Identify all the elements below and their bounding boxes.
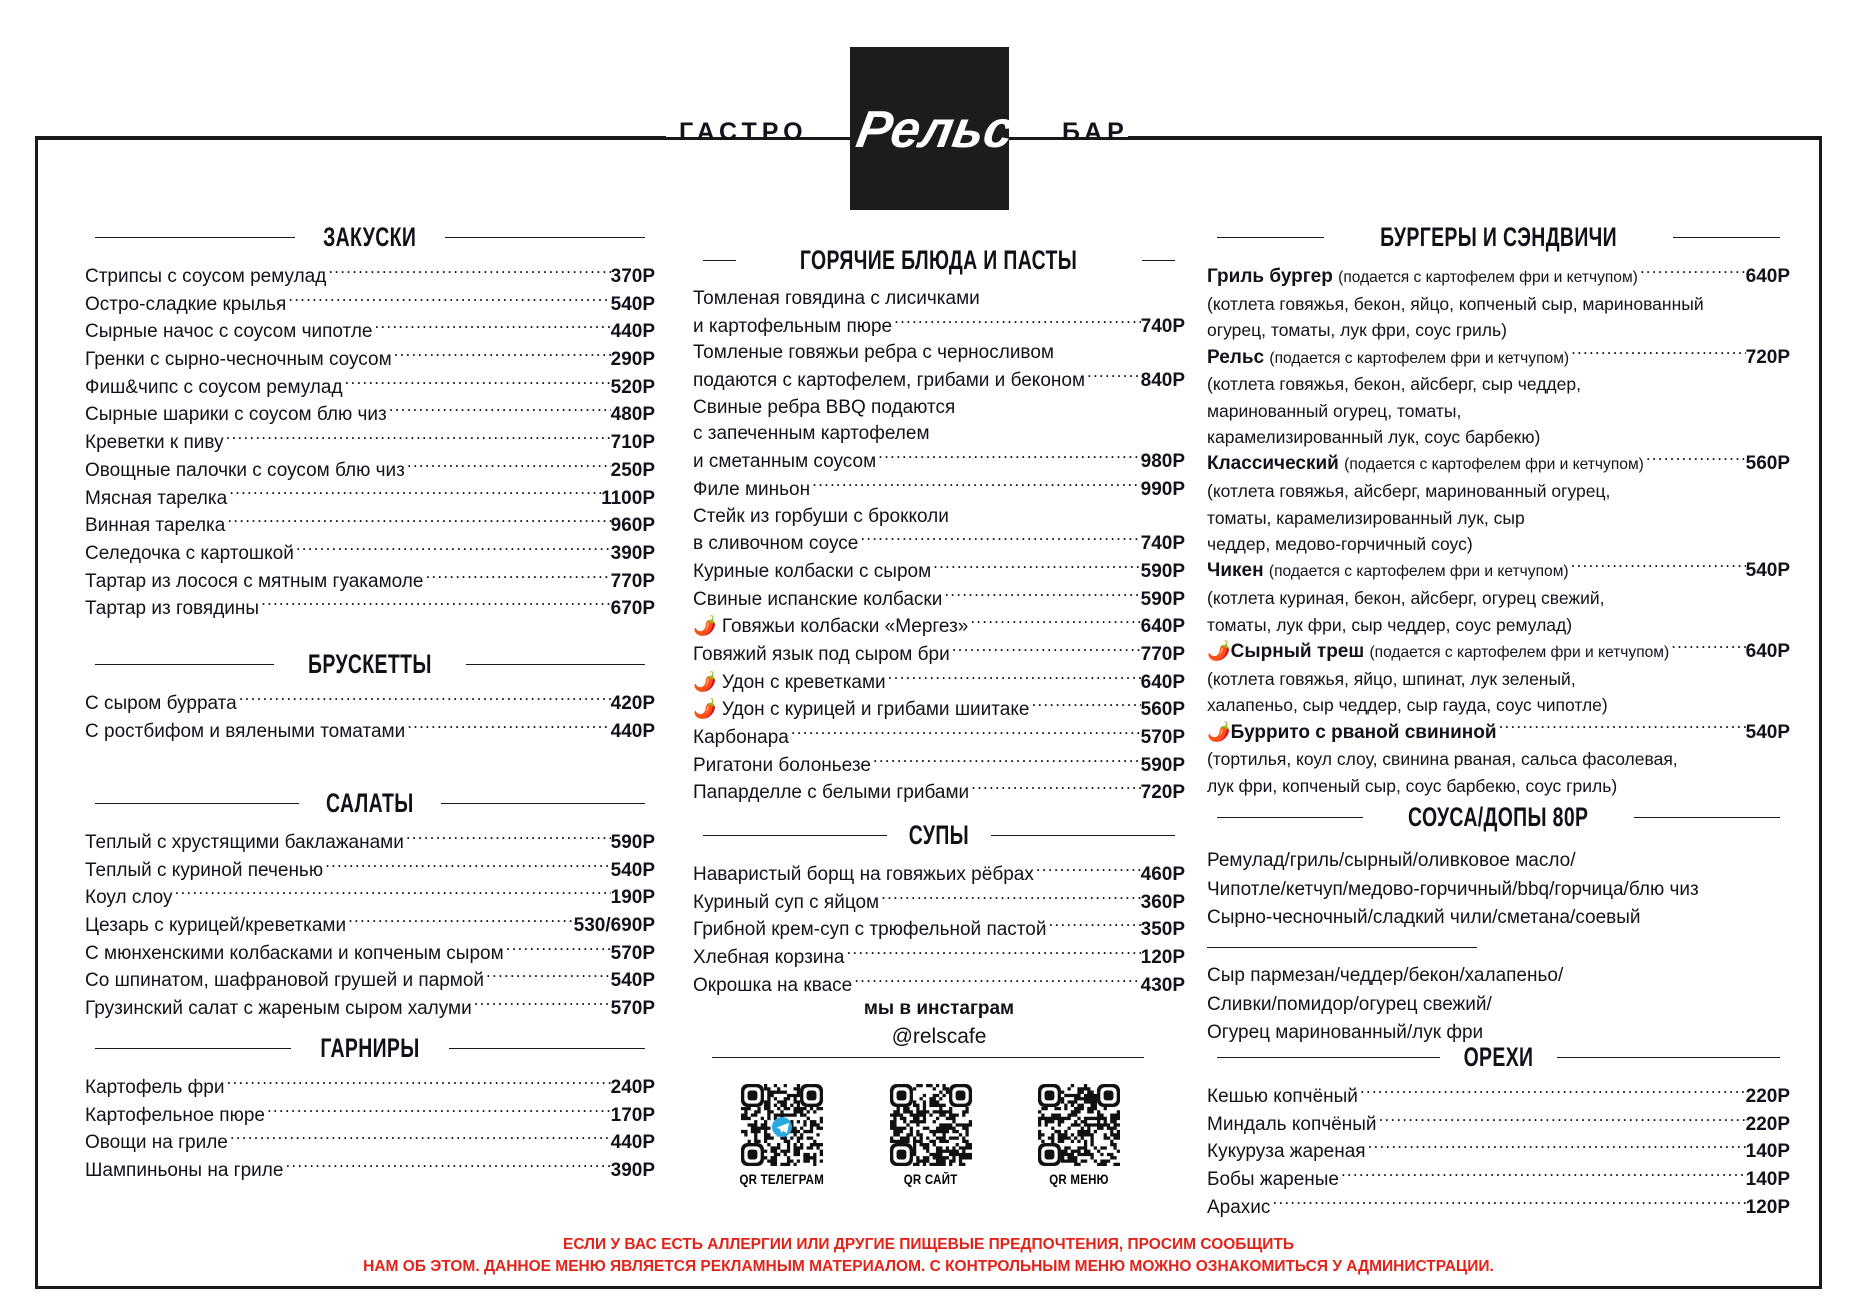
- svg-text:Рельс: Рельс: [852, 101, 1009, 159]
